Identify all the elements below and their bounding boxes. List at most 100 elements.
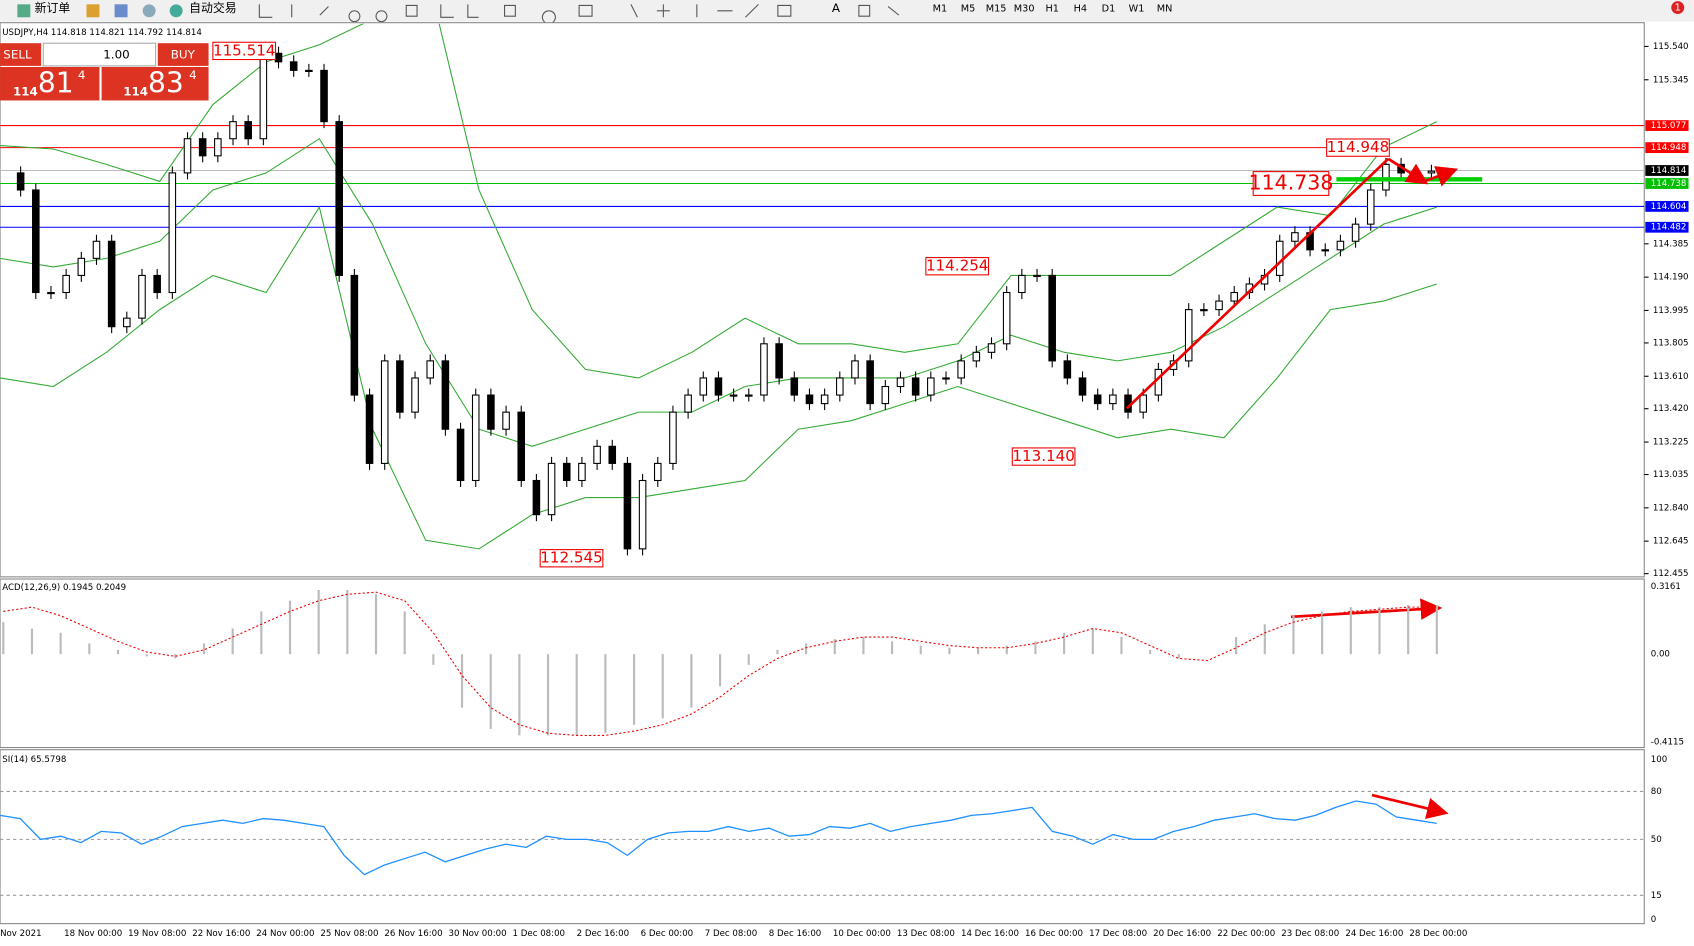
notification-badge[interactable] [1671, 1, 1685, 15]
candle-body [396, 360, 404, 413]
date-label: 26 Nov 16:00 [384, 929, 442, 939]
price-level-box [1645, 221, 1689, 233]
ask-pips: 83 [148, 66, 184, 99]
new-order-button[interactable]: 新订单 [35, 1, 71, 15]
candle-body [608, 445, 617, 464]
date-label: 23 Dec 08:00 [1281, 929, 1339, 939]
candle-body [1427, 170, 1436, 174]
text-tool[interactable]: A [832, 1, 841, 15]
candle-body [1291, 232, 1299, 242]
buy-button[interactable] [157, 43, 209, 66]
rsi-tick-label: 50 [1651, 835, 1662, 845]
rsi-tick-label: 100 [1651, 755, 1667, 765]
date-label: 2 Dec 16:00 [577, 929, 630, 939]
drawn-arrows [1125, 157, 1483, 820]
price-level-box [1645, 120, 1689, 131]
timeframe-button[interactable]: M5 [961, 4, 976, 15]
price-annotation: 114.948 [1327, 138, 1389, 156]
date-label: 30 Nov 00:00 [448, 929, 506, 939]
timeframe-button[interactable]: H1 [1046, 4, 1060, 15]
candle-body [1154, 368, 1163, 396]
candle-body [1366, 189, 1375, 225]
price-level-label: 114.814 [1651, 166, 1687, 176]
lots-value: 1.00 [103, 48, 129, 62]
candle-body [851, 360, 859, 379]
price-tick-label: 113.805 [1653, 338, 1689, 348]
bid-box[interactable] [0, 66, 100, 101]
auto-trading-icon[interactable] [169, 4, 183, 18]
ask-box[interactable] [101, 66, 209, 101]
candle-body [244, 121, 252, 140]
price-annotation: 112.545 [540, 549, 602, 567]
toolbar-icon[interactable] [86, 4, 100, 18]
candle-body [805, 394, 814, 405]
new-order-icon[interactable] [17, 4, 31, 18]
price-annotation-box [212, 41, 277, 61]
candle-body [77, 257, 86, 276]
candle-body [441, 360, 450, 430]
rsi-label: SI(14) 65.5798 [2, 755, 66, 765]
price-annotation: 114.738 [1249, 171, 1334, 195]
candle-body [47, 291, 55, 295]
candle-body [350, 274, 359, 396]
price-tick-label: 114.190 [1653, 273, 1689, 283]
candle-body [229, 121, 237, 140]
price-level-label: 114.948 [1651, 143, 1687, 153]
candle-body [198, 138, 207, 157]
candle-body [927, 377, 935, 396]
candle-body [289, 61, 298, 71]
candle-body [1184, 309, 1193, 362]
toolbar-icon[interactable] [114, 4, 128, 18]
bollinger-upper [0, 23, 1438, 379]
candle-body [1109, 394, 1117, 405]
main-chart-area [0, 22, 1645, 578]
macd-tick-label: 0.00 [1651, 650, 1670, 660]
candle-body [1078, 377, 1087, 396]
date-label: 22 Dec 00:00 [1217, 929, 1275, 939]
timeframes: M1 M5 M15 M30 H1 H4 D1 W1 MN [933, 4, 1173, 15]
auto-trading-button[interactable]: 自动交易 [189, 1, 237, 15]
macd-tick-label: 0.3161 [1651, 582, 1681, 592]
candle-body [1018, 274, 1026, 294]
lots-input[interactable] [42, 42, 157, 67]
candle-body [502, 411, 510, 430]
price-tick-label: 113.420 [1653, 404, 1689, 414]
price-level-box [1645, 178, 1689, 189]
price-tick-label: 112.455 [1653, 569, 1689, 579]
candle-body [1063, 360, 1072, 379]
price-annotation-box [1011, 447, 1076, 466]
candle-body [214, 138, 222, 157]
timeframe-button[interactable]: M15 [986, 4, 1007, 15]
date-label: 28 Dec 00:00 [1409, 929, 1467, 939]
candle-body [380, 360, 389, 464]
price-tick-label: 114.385 [1653, 239, 1689, 249]
candle-body [820, 394, 829, 405]
date-label: 7 Dec 08:00 [705, 929, 758, 939]
price-level-label: 115.077 [1651, 121, 1687, 131]
timeframe-button[interactable]: W1 [1129, 4, 1145, 15]
date-label: 24 Nov 00:00 [256, 929, 314, 939]
timeframe-button[interactable]: M1 [933, 4, 948, 15]
date-label: 16 Dec 00:00 [1025, 929, 1083, 939]
date-label: 24 Dec 16:00 [1345, 929, 1403, 939]
timeframe-button[interactable]: M30 [1014, 4, 1035, 15]
sell-button[interactable] [0, 43, 42, 66]
candle-body [714, 377, 723, 396]
candle-body [562, 462, 571, 482]
timeframe-button[interactable]: MN [1157, 4, 1173, 15]
candle-body [107, 240, 116, 328]
candle-body [487, 394, 495, 430]
candle-body [471, 394, 480, 482]
price-annotation-box [1252, 171, 1330, 196]
bid-point: 4 [78, 68, 86, 82]
price-annotation: 114.254 [926, 257, 988, 275]
timeframe-button[interactable]: D1 [1102, 4, 1116, 15]
candle-body [790, 377, 799, 396]
toolbar-icon[interactable] [142, 4, 156, 18]
candle-body [896, 377, 905, 388]
notification-count: 1 [1675, 3, 1681, 14]
macd-label: ACD(12,26,9) 0.1945 0.2049 [2, 583, 126, 593]
timeframe-button[interactable]: H4 [1074, 4, 1088, 15]
candle-body [138, 274, 146, 319]
